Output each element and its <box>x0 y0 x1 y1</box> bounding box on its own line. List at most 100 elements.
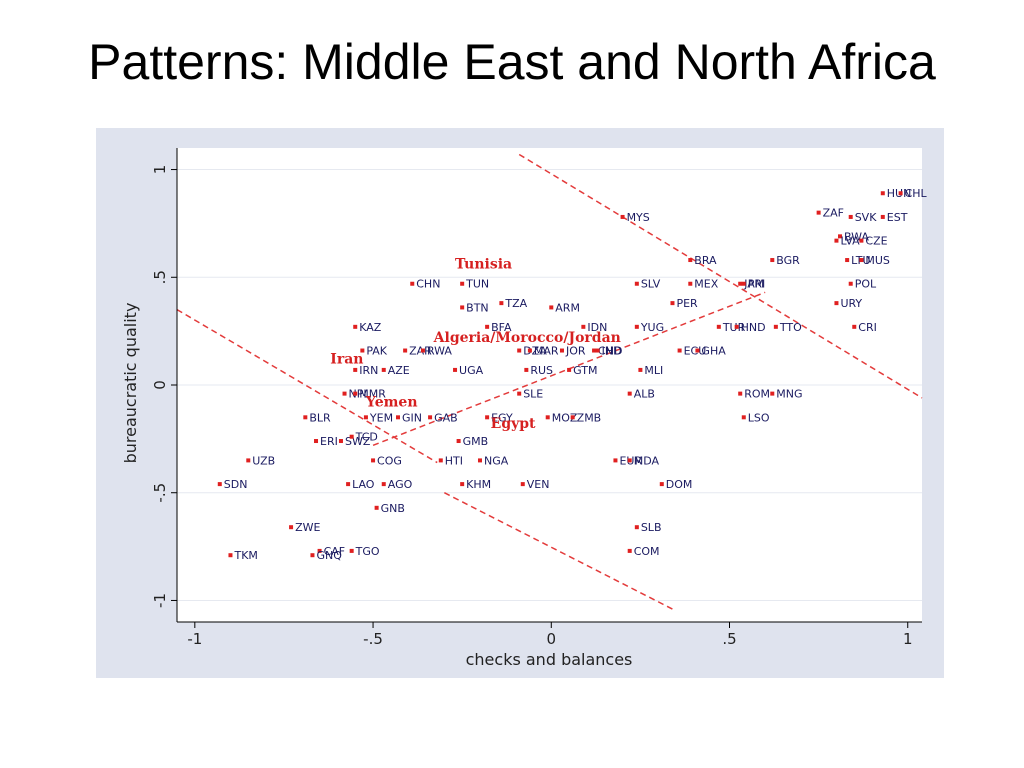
point-label: ECU <box>684 345 707 358</box>
point-label: CZE <box>865 235 887 248</box>
data-point <box>353 367 358 372</box>
point-label: GMB <box>463 435 489 448</box>
data-point <box>453 367 458 372</box>
data-point <box>381 367 386 372</box>
data-point <box>310 553 315 558</box>
gridlines <box>177 169 922 601</box>
data-points: HUNCHLZAFSVKESTMYSBWALVACZEBRABGRLTUMUSC… <box>217 187 928 562</box>
data-point <box>520 482 525 487</box>
country-annotation: Tunisia <box>455 257 512 273</box>
data-point <box>716 324 721 329</box>
point-label: JOR <box>565 345 586 358</box>
point-label: HTI <box>445 454 463 467</box>
data-point <box>634 324 639 329</box>
point-label: CRI <box>858 321 877 334</box>
data-point <box>770 258 775 263</box>
data-point <box>420 348 425 353</box>
point-label: DOM <box>666 478 693 491</box>
point-label: AGO <box>388 478 413 491</box>
point-label: SLB <box>641 521 662 534</box>
point-label: LSO <box>748 411 770 424</box>
point-label: PRI <box>748 278 766 291</box>
data-point <box>859 258 864 263</box>
point-label: NGA <box>484 454 509 467</box>
data-point <box>688 258 693 263</box>
data-point <box>485 324 490 329</box>
data-point <box>246 458 251 463</box>
point-label: TGO <box>355 545 380 558</box>
point-label: GNB <box>381 502 405 515</box>
point-label: GTM <box>573 364 597 377</box>
data-point <box>595 348 600 353</box>
data-point <box>581 324 586 329</box>
data-point <box>570 415 575 420</box>
point-label: JAM <box>743 278 764 291</box>
point-label: ARM <box>555 301 580 314</box>
data-point <box>403 348 408 353</box>
data-point <box>517 391 522 396</box>
point-label: TUR <box>722 321 746 334</box>
data-point <box>346 482 351 487</box>
point-label: LVA <box>840 235 860 248</box>
point-label: ZMB <box>577 411 602 424</box>
slide-title: Patterns: Middle East and North Africa <box>88 34 936 90</box>
point-label: TTO <box>779 321 802 334</box>
point-label: TUN <box>465 278 489 291</box>
point-label: BRA <box>694 254 717 267</box>
data-point <box>734 324 739 329</box>
data-point <box>559 348 564 353</box>
data-point <box>217 482 222 487</box>
data-point <box>499 301 504 306</box>
data-point <box>816 210 821 215</box>
data-point <box>880 214 885 219</box>
data-point <box>852 324 857 329</box>
data-point <box>460 281 465 286</box>
point-label: YUG <box>640 321 664 334</box>
country-annotation: Iran <box>330 351 363 367</box>
point-label: MMR <box>359 388 386 401</box>
point-label: GHA <box>701 345 726 358</box>
data-point <box>880 191 885 196</box>
point-label: IND <box>602 345 622 358</box>
point-label: POL <box>855 278 877 291</box>
point-label: ZAF <box>823 207 844 220</box>
data-point <box>738 391 743 396</box>
data-point <box>620 214 625 219</box>
point-label: EGY <box>491 411 513 424</box>
point-label: LAO <box>352 478 375 491</box>
point-label: AZE <box>388 364 410 377</box>
point-label: SLE <box>523 388 543 401</box>
point-label: UZB <box>252 454 275 467</box>
data-point <box>517 348 522 353</box>
country-annotation: Algeria/Morocco/Jordan <box>433 330 621 346</box>
data-point <box>898 191 903 196</box>
data-point <box>670 301 675 306</box>
point-label: PAK <box>366 345 387 358</box>
point-label: SDN <box>224 478 248 491</box>
scatter-chart: -1-.50.51-1-.50.51 HUNCHLZAFSVKESTMYSBWA… <box>96 128 944 678</box>
data-point <box>428 415 433 420</box>
data-point <box>613 458 618 463</box>
point-label: YEM <box>369 411 393 424</box>
point-label: ERI <box>320 435 338 448</box>
point-label: MNG <box>776 388 802 401</box>
country-annotation: Yemen <box>365 395 418 411</box>
point-label: IDN <box>587 321 607 334</box>
x-tick-label: .5 <box>722 630 736 648</box>
data-point <box>460 482 465 487</box>
data-point <box>677 348 682 353</box>
point-label: MUS <box>865 254 890 267</box>
point-label: PER <box>676 297 698 310</box>
point-label: ALB <box>634 388 655 401</box>
data-point <box>741 281 746 286</box>
x-tick-label: -1 <box>187 630 202 648</box>
data-point <box>770 391 775 396</box>
data-point <box>374 505 379 510</box>
point-label: ZWE <box>295 521 320 534</box>
point-label: ZAR <box>409 345 432 358</box>
point-label: GAB <box>434 411 458 424</box>
data-point <box>303 415 308 420</box>
data-point <box>741 415 746 420</box>
country-annotation: Egypt <box>491 416 536 432</box>
point-label: CAF <box>324 545 346 558</box>
